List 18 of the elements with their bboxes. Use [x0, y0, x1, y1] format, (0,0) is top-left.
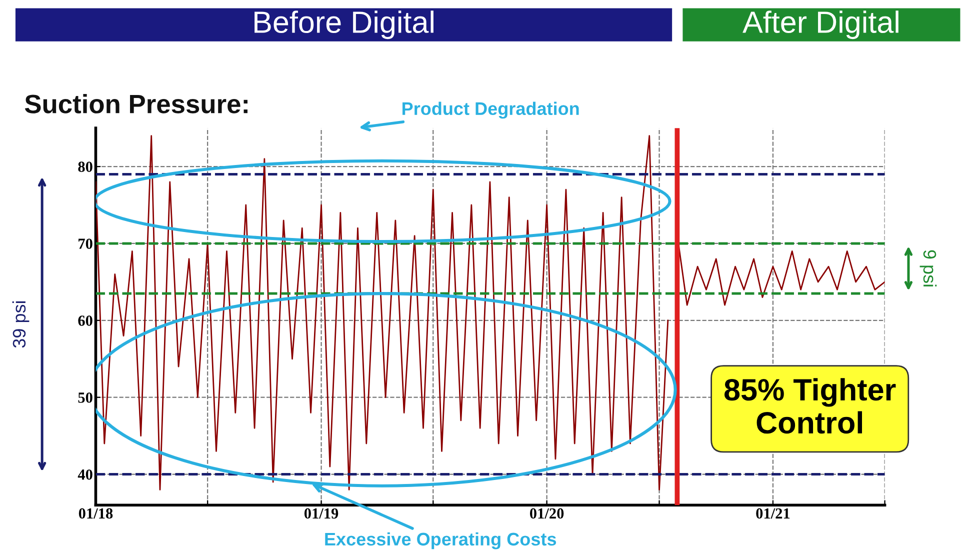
- y-tick-label: 60: [78, 316, 92, 326]
- y-tick-label: 70: [78, 238, 92, 249]
- x-tick-label: 01/20: [530, 508, 564, 519]
- line-series: [96, 135, 669, 490]
- text: After Digital: [742, 10, 898, 40]
- text: Product Degradation: [402, 102, 579, 119]
- chart-title: Suction Pressure:: [24, 94, 248, 114]
- text: 39 psi: [12, 301, 30, 348]
- annotation: 85% Tighter Control: [724, 378, 896, 434]
- y-tick-label: 40: [78, 469, 92, 480]
- y-tick-label: 80: [78, 162, 92, 172]
- x-tick-label: 01/18: [78, 508, 113, 519]
- x-tick-label: 01/21: [756, 508, 790, 519]
- x-tick-label: 01/19: [304, 508, 338, 519]
- y-tick-label: 50: [78, 392, 92, 403]
- text: Excessive Operating Costs: [325, 532, 556, 550]
- text: Before Digital: [254, 10, 434, 40]
- text: 9 psi: [920, 250, 937, 286]
